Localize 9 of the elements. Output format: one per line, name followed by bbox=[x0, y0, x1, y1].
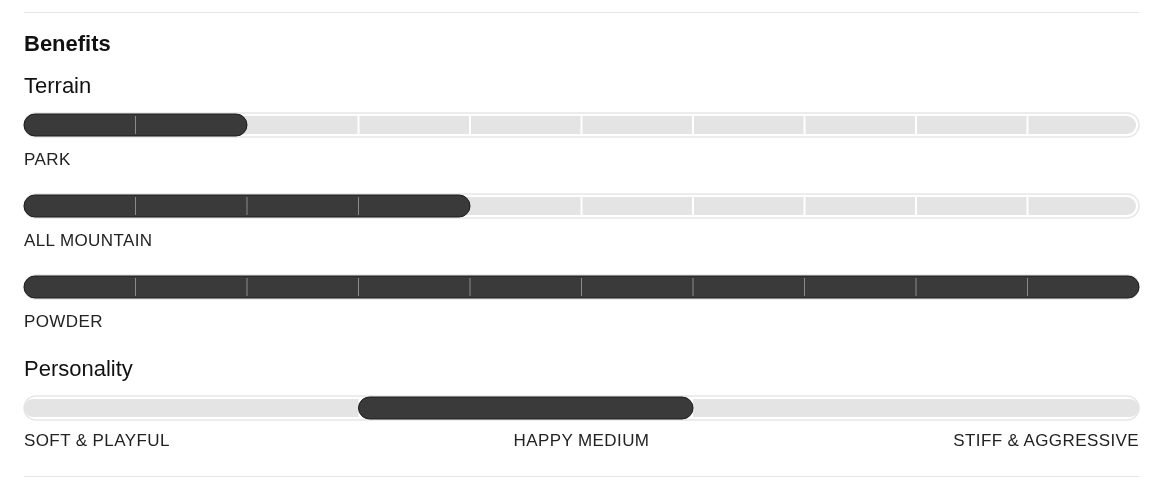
text: SOFT & PLAYFUL bbox=[24, 431, 170, 450]
y-tick-label: ALL MOUNTAIN bbox=[24, 231, 153, 250]
chart-subtitle: Terrain bbox=[24, 73, 92, 98]
text: STIFF & AGGRESSIVE bbox=[953, 431, 1139, 450]
text: HAPPY MEDIUM bbox=[513, 431, 650, 450]
chart-title: Benefits bbox=[24, 31, 111, 56]
chart-title: Personality bbox=[24, 356, 133, 381]
y-tick-label: POWDER bbox=[24, 312, 103, 331]
y-tick-label: PARK bbox=[24, 150, 71, 169]
